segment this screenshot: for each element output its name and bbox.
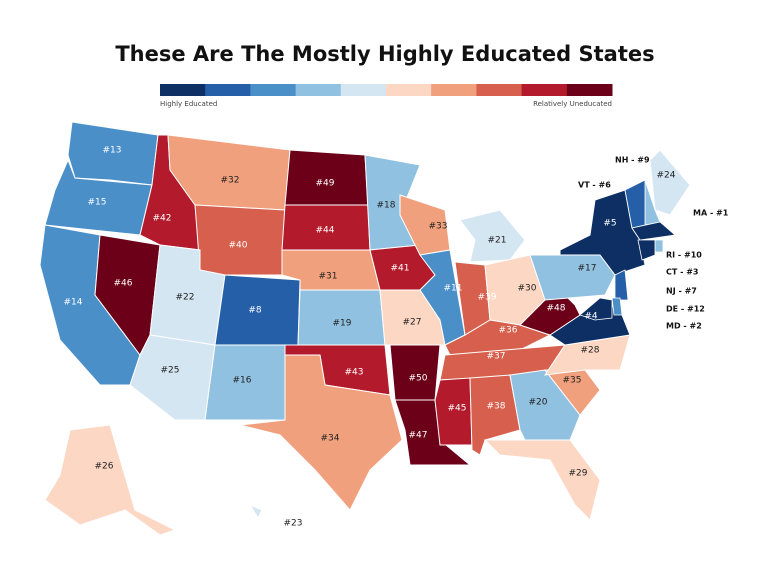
state-rank: #35 xyxy=(563,376,582,386)
state-rank: #11 xyxy=(444,284,463,294)
small-state xyxy=(637,239,656,261)
state-callout: VT - #6 xyxy=(578,181,611,190)
title: These Are The Mostly Highly Educated Sta… xyxy=(115,42,654,66)
state-rank: #17 xyxy=(578,264,597,274)
state-rank: #13 xyxy=(103,146,122,156)
state-rank: #48 xyxy=(547,304,566,314)
state-rank: #23 xyxy=(284,519,303,529)
state-rank: #28 xyxy=(581,346,600,356)
state-rank: #43 xyxy=(345,368,364,378)
state-rank: #18 xyxy=(377,201,396,211)
legend-swatch xyxy=(386,84,432,96)
state-rank: #4 xyxy=(584,312,598,322)
states xyxy=(39,121,691,536)
state-rank: #19 xyxy=(333,319,352,329)
state xyxy=(284,149,369,206)
small-state xyxy=(611,297,623,316)
state-callout: NJ - #7 xyxy=(666,287,697,296)
state-callout: RI - #10 xyxy=(666,251,702,260)
small-state xyxy=(631,221,676,241)
legend-swatch xyxy=(250,84,297,96)
legend-swatch xyxy=(566,84,613,96)
state-callout: CT - #3 xyxy=(666,268,699,277)
legend-swatch xyxy=(295,84,342,96)
state xyxy=(529,254,616,301)
state-rank: #8 xyxy=(248,306,262,316)
legend-swatch xyxy=(205,84,251,96)
state xyxy=(483,439,601,521)
state xyxy=(389,344,441,401)
state-rank: #27 xyxy=(403,318,422,328)
small-state xyxy=(579,297,613,321)
state-rank: #20 xyxy=(529,398,548,408)
state-rank: #41 xyxy=(391,264,410,274)
state-callout: DE - #12 xyxy=(666,305,705,314)
state-callout: MA - #1 xyxy=(693,209,729,218)
legend-swatch xyxy=(160,84,206,96)
legend-high-label: Relatively Uneducated xyxy=(533,100,612,108)
state-rank: #47 xyxy=(409,431,428,441)
state-rank: #32 xyxy=(221,176,240,186)
state-rank: #49 xyxy=(316,179,335,189)
state-rank: #31 xyxy=(319,272,338,282)
state-rank: #30 xyxy=(518,284,537,294)
labels: #13 #15 #14 #46 #42 #32 #40 #22 #25 #8 #16 #49 #44 #3… xyxy=(64,146,729,529)
state-rank: #36 xyxy=(499,326,518,336)
state-rank: #38 xyxy=(487,402,506,412)
state-rank: #22 xyxy=(176,293,195,303)
state xyxy=(239,354,403,511)
legend xyxy=(160,84,613,96)
legend-swatch xyxy=(431,84,477,96)
legend-swatch xyxy=(340,84,387,96)
state-callout: MD - #2 xyxy=(666,322,702,331)
state-rank: #34 xyxy=(321,434,340,444)
state xyxy=(248,503,263,520)
state-rank: #40 xyxy=(229,241,248,251)
state-rank: #15 xyxy=(88,198,107,208)
state xyxy=(44,424,177,536)
small-state xyxy=(654,239,664,253)
state-rank: #21 xyxy=(488,236,507,246)
small-state xyxy=(614,269,629,301)
state-rank: #33 xyxy=(429,222,448,232)
state-rank: #14 xyxy=(64,298,83,308)
state xyxy=(649,149,691,216)
legend-swatch xyxy=(521,84,568,96)
state-rank: #44 xyxy=(316,226,335,236)
state-rank: #16 xyxy=(233,376,252,386)
legend-swatch xyxy=(476,84,523,96)
state-rank: #46 xyxy=(114,279,133,289)
state-rank: #5 xyxy=(603,219,616,229)
state-rank: #45 xyxy=(448,404,467,414)
state-callout: NH - #9 xyxy=(615,156,650,165)
state-rank: #50 xyxy=(409,374,428,384)
state xyxy=(419,249,466,346)
state xyxy=(434,377,473,446)
state-rank: #24 xyxy=(657,171,676,181)
legend-low-label: Highly Educated xyxy=(160,100,217,108)
state-rank: #29 xyxy=(569,469,588,479)
state-rank: #37 xyxy=(487,352,506,362)
state-rank: #42 xyxy=(153,214,172,224)
state-rank: #26 xyxy=(95,462,114,472)
state-rank: #25 xyxy=(161,366,180,376)
state xyxy=(297,289,386,346)
state-rank: #39 xyxy=(478,293,497,303)
